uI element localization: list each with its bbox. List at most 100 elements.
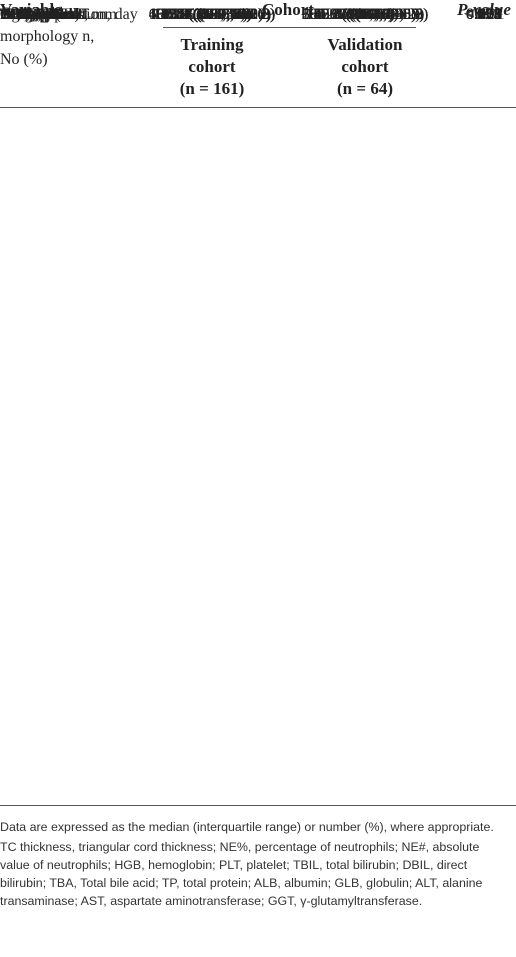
note: Data are expressed as the median (interq…: [0, 820, 494, 834]
label-line: AST, U/L: [0, 6, 63, 23]
label-line: ALB, g/L: [0, 6, 63, 23]
cell-validation: 166.8 (139.3,206.0): [301, 6, 429, 23]
cell-p: 0.810: [466, 6, 502, 23]
cell-validation: 32 (50%): [335, 6, 395, 23]
cell-p: 0.309: [466, 6, 502, 23]
cell-p: 0.916: [466, 6, 502, 23]
header-line: (n = 161): [179, 79, 245, 98]
header-p: P-value: [457, 0, 511, 19]
cell-training: 81 (50.3%): [176, 6, 248, 23]
cell-validation: 52.0 (49.2,55.6): [313, 6, 417, 23]
cell-training: 80 (49.7%): [176, 6, 248, 23]
row: DBIL, μmol/L 112.2 (98.5,130.4) 122.2 (98.…: [0, 6, 516, 451]
cell-p: 0.051: [466, 6, 502, 23]
cell-validation: 36.8 (34.9,39.0): [313, 6, 417, 23]
row: AST, U/L 199.0 (138.8,280.3) 201.3 (149.5,…: [0, 6, 516, 654]
cell-training: 2.8 (2.1,3.6): [172, 6, 252, 23]
cell-validation: 67 (55,81): [331, 6, 399, 23]
row: TC thickness, mm 2.4 (1.6,3.0) 2.8 (0,3.5)…: [0, 6, 516, 277]
cell-training: 2.4 (1.6,3.0): [172, 6, 252, 23]
header-line: Training: [180, 35, 244, 54]
row: TBIL, μmol/L 161.6 (133.3,192.8) 166.8 (13…: [0, 6, 516, 422]
cell-p: 0.378: [466, 6, 502, 23]
header-cohort: Cohort: [262, 0, 314, 19]
row-label: TBA, μmol/L: [0, 0, 88, 29]
cell-p: 0.786: [466, 6, 502, 23]
cell-validation: 600.0 (284.3,843.8): [301, 6, 429, 23]
row-label: Normal: [15, 0, 64, 29]
header-variable: Variable: [0, 0, 62, 19]
label-line: TBA, μmol/L: [0, 6, 88, 23]
cell-training: 41.9 (30.1,63.1): [160, 6, 264, 23]
cell-validation: 386.0 (310.8,496.5): [301, 6, 429, 23]
header-line: cohort: [188, 57, 236, 76]
row: ALB, g/L 39.0 (37.0,41.2) 36.8 (34.9,39.0)…: [0, 6, 516, 567]
label-line: DBIL, μmol/L: [0, 6, 94, 23]
label-line: Normal: [15, 6, 64, 23]
row-label: NE#, 10⁹/L: [0, 0, 73, 29]
row: Normal 41 (25.5%) 6 (9.4%): [0, 6, 516, 219]
label-line: TBIL, μmol/L: [0, 6, 92, 23]
label-line: PLT, 10⁹/L: [0, 6, 70, 23]
cell-validation: 105.5 (96.0,120.8): [305, 6, 425, 23]
row-label: GLB, g/L: [0, 0, 62, 29]
row: Sex, No (%) 0.916: [0, 6, 516, 58]
label-line: Female: [15, 6, 63, 23]
row-label: Abnormal: [15, 0, 80, 29]
cell-validation: 122.2 (98.2,146.7): [305, 6, 425, 23]
cell-training: 136.7 (112.5,162.2): [148, 6, 276, 23]
row: TP, g/L 57.0 (53.2,59.8) 52.0 (49.2,55.6) 0…: [0, 6, 516, 538]
cell-validation: 32 (50%): [335, 6, 395, 23]
row-label: PLT, 10⁹/L: [0, 0, 70, 29]
cell-p: < 0.01: [463, 6, 505, 23]
row-label: HGB, g/L: [0, 0, 64, 29]
cell-validation: 6 (9.4%): [337, 6, 393, 23]
label-line: Abnormal: [15, 6, 80, 23]
rule: [0, 804, 516, 806]
row-label: ALB, g/L: [0, 0, 62, 29]
row: GGT, U/L 606.5 (339.5,962.0) 600.0 (284.3,…: [0, 6, 516, 683]
row-label: TP, g/L: [0, 0, 47, 29]
cell-training: 57.0 (53.2,59.8): [160, 6, 264, 23]
cell-validation: 29.0 (23.3,36.6): [313, 6, 417, 23]
row-label: Gallbladder morphology n, No (%): [0, 2, 94, 71]
row-label: GGT, U/L: [0, 0, 65, 29]
row: PLT, 10⁹/L 450.5 (379.5,551.0) 386.0 (310.…: [0, 6, 516, 393]
cell-validation: 201.3 (149.5,280.2): [301, 6, 429, 23]
row: ALT, U/L 123.0 (85.0,178.0) 147.3 (91.8,23…: [0, 6, 516, 625]
cell-p: 0.208: [466, 6, 502, 23]
cell-training: 39.0 (37.0,41.2): [160, 6, 264, 23]
row-label: Female: [15, 0, 62, 29]
cell-p: <0.01: [465, 6, 503, 23]
header-training: Training cohort (n = 161): [180, 34, 244, 100]
row: Abnormal 120 (74.5%) 58 (90.6): [0, 6, 516, 248]
label-line: Male: [15, 6, 48, 23]
row-label: Male: [15, 0, 48, 29]
cell-training: 17.0 (14.9,19.9): [160, 6, 264, 23]
cell-training: 41 (25.5%): [176, 6, 248, 23]
cell-training: 606.5 (339.5,962.0): [148, 6, 276, 23]
row: IBIL, μmol/L 41.9 (30.1,63.1) 38.8 (30.3,5…: [0, 6, 516, 480]
cell-p: 0.962: [466, 6, 502, 23]
cell-validation: 2.9 (2.3,4.9): [325, 6, 405, 23]
cell-training: 65 (57,78): [178, 6, 246, 23]
cell-p: <0.01: [465, 5, 503, 22]
label-line: TC thickness, mm: [0, 6, 117, 23]
header-line: (n = 64): [337, 79, 393, 98]
label-line: IBIL, μmol/L: [0, 6, 87, 23]
cell-p: 0.606: [466, 6, 502, 23]
cell-p: 0.081: [466, 6, 502, 23]
cell-validation: 16.6 (13.9,18.5): [313, 6, 417, 23]
label-line: No (%): [0, 51, 48, 68]
cell-p: 0.061: [466, 6, 502, 23]
label-line: NE#, 10⁹/L: [0, 6, 74, 23]
note: TC thickness, triangular cord thickness;…: [0, 840, 483, 908]
row-label: AST, U/L: [0, 0, 63, 29]
cell-p: 0.108: [466, 6, 502, 23]
row: NE%, % 23.4 (19.1,30.1) 29.0 (23.3,36.6) <0…: [0, 6, 516, 306]
row-label: IBIL, μmol/L: [0, 0, 87, 29]
cell-training: 123.0 (85.0,178.0): [152, 6, 272, 23]
cell-validation: 147.3 (91.8,234.5): [305, 6, 425, 23]
cell-training: 23.4 (19.1,30.1): [160, 6, 264, 23]
row: Age at operation, day 65 (57,78) 67 (55,81…: [0, 0, 516, 29]
